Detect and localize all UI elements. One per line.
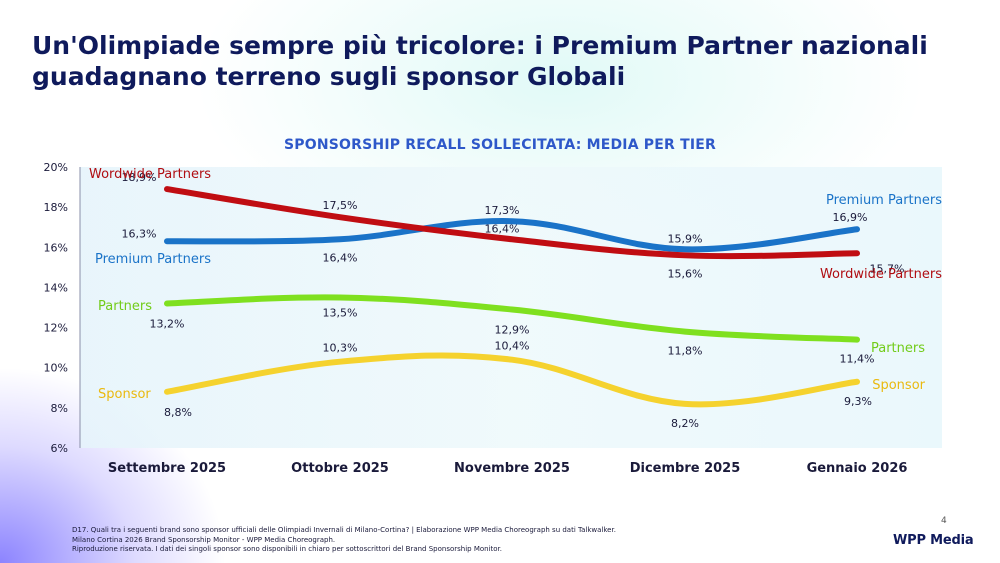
data-label: 11,4% (840, 353, 875, 366)
data-label: 13,5% (323, 306, 358, 319)
y-tick-label: 10% (44, 362, 68, 375)
x-tick-label: Dicembre 2025 (630, 461, 741, 476)
data-label: 15,7% (870, 262, 905, 275)
series-name-label: Premium Partners (826, 193, 942, 208)
series-name-label: Sponsor (98, 387, 151, 402)
page-title-line-2: guadagnano terreno sugli sponsor Globali (32, 62, 626, 91)
x-tick-label: Novembre 2025 (454, 461, 570, 476)
data-label: 11,8% (668, 345, 703, 358)
data-label: 10,3% (323, 342, 358, 355)
x-tick-label: Gennaio 2026 (807, 461, 908, 476)
page-title-line-1: Un'Olimpiade sempre più tricolore: i Pre… (32, 31, 928, 60)
data-label: 16,4% (323, 251, 358, 264)
chart-title: SPONSORSHIP RECALL SOLLECITATA: MEDIA PE… (284, 137, 716, 153)
data-label: 16,3% (122, 227, 157, 240)
y-tick-label: 8% (51, 402, 68, 415)
data-label: 16,9% (833, 211, 868, 224)
y-tick-label: 6% (51, 442, 68, 455)
x-tick-label: Ottobre 2025 (291, 461, 389, 476)
footnote: D17. Quali tra i seguenti brand sono spo… (72, 526, 772, 555)
series-line-partners (164, 294, 860, 343)
data-label: 8,2% (671, 417, 699, 430)
y-tick-label: 16% (44, 241, 68, 254)
y-tick-label: 18% (44, 201, 68, 214)
series-name-label: Wordwide Partners (89, 167, 211, 182)
y-tick-label: 12% (44, 322, 68, 335)
data-label: 9,3% (844, 395, 872, 408)
data-label: 8,8% (164, 406, 192, 419)
series-line-premium-partners (164, 218, 860, 253)
series-name-label: Partners (871, 341, 925, 356)
data-label: 12,9% (495, 324, 530, 337)
footnote-line-1: D17. Quali tra i seguenti brand sono spo… (72, 526, 616, 534)
data-label: 13,2% (150, 317, 185, 330)
page-number: 4 (941, 516, 947, 526)
series-name-label: Partners (98, 299, 152, 314)
data-label: 16,4% (485, 222, 520, 235)
data-label: 18,9% (122, 171, 157, 184)
series-line-sponsor (164, 352, 860, 408)
series-name-label: Wordwide Partners (820, 267, 942, 282)
series-line-wordwide-partners (164, 186, 860, 260)
data-label: 15,6% (668, 267, 703, 280)
footnote-line-3: Riproduzione riservata. I dati dei singo… (72, 545, 503, 553)
data-label: 17,3% (485, 204, 520, 217)
x-tick-label: Settembre 2025 (108, 461, 226, 476)
data-label: 15,9% (668, 232, 703, 245)
y-tick-label: 14% (44, 281, 68, 294)
footnote-line-2: Milano Cortina 2026 Brand Sponsorship Mo… (72, 535, 336, 544)
y-tick-label: 20% (44, 161, 68, 174)
data-label: 17,5% (323, 199, 358, 212)
data-label: 10,4% (495, 340, 530, 353)
series-name-label: Premium Partners (95, 252, 211, 267)
series-name-label: Sponsor (872, 378, 925, 393)
page-title: Un'Olimpiade sempre più tricolore: i Pre… (32, 30, 952, 92)
wpp-media-logo: WPP Media (893, 533, 974, 548)
